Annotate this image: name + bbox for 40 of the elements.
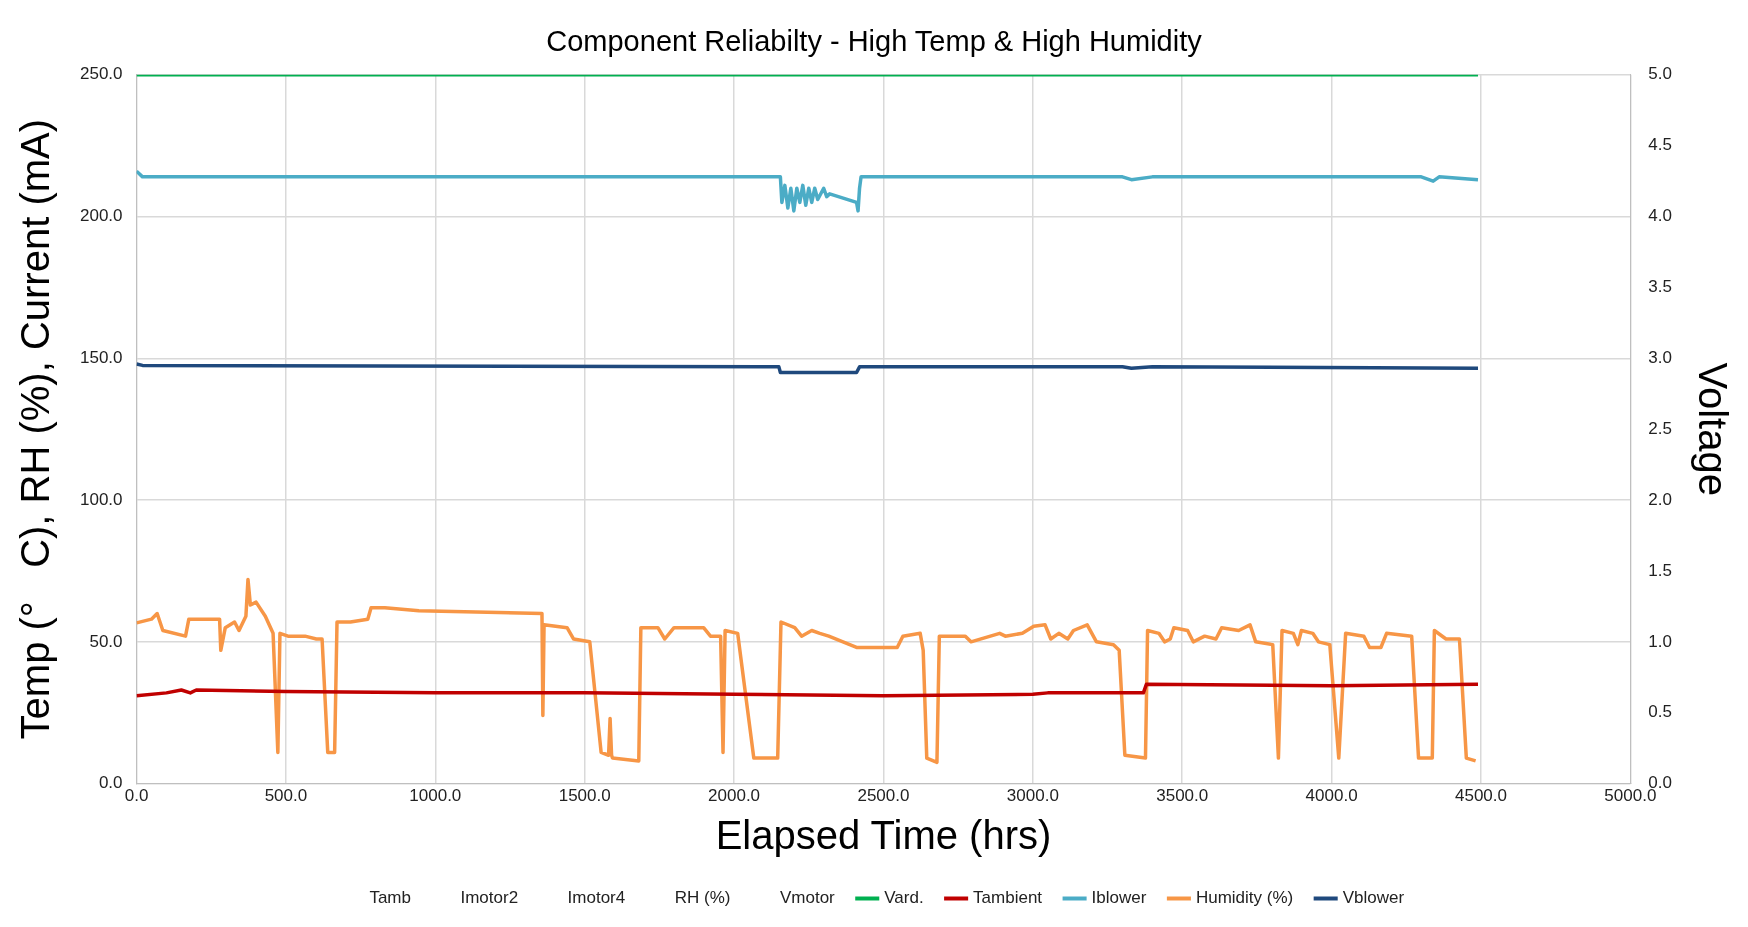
x-tick-label: 4500.0	[1454, 786, 1507, 806]
y2-tick-label: 1.5	[1648, 560, 1673, 580]
y-tick-label: 100.0	[79, 489, 123, 509]
y2-tick-label: 2.0	[1648, 489, 1673, 509]
y2-axis-title: Voltage	[1690, 362, 1735, 496]
y2-tick-label: 4.0	[1648, 206, 1673, 226]
x-tick-label: 2000.0	[708, 786, 761, 806]
y-tick-label: 200.0	[79, 206, 123, 226]
x-tick-label: 1500.0	[558, 786, 611, 806]
y2-tick-label: 4.5	[1648, 135, 1673, 155]
legend-label: Tambient	[973, 888, 1043, 908]
y-tick-label: 250.0	[79, 64, 123, 84]
text: RH (%)	[674, 888, 731, 908]
x-tick-label: 2500.0	[857, 786, 910, 806]
text: Imotor2	[460, 888, 519, 908]
x-tick-label: 1000.0	[409, 786, 462, 806]
y2-tick-label: 3.5	[1648, 277, 1673, 297]
x-axis-title: Elapsed Time (hrs)	[715, 813, 1052, 858]
y2-tick-label: 0.5	[1648, 702, 1673, 722]
text: Imotor4	[567, 888, 626, 908]
y2-tick-label: 5.0	[1648, 64, 1673, 84]
legend-label: Vblower	[1342, 888, 1405, 908]
x-tick-label: 500.0	[264, 786, 308, 806]
x-tick-label: 4000.0	[1305, 786, 1358, 806]
y-tick-label: 150.0	[79, 348, 123, 368]
legend-label: Humidity (%)	[1195, 888, 1294, 908]
x-tick-label: 3500.0	[1156, 786, 1209, 806]
x-tick-label: 0.0	[124, 786, 149, 806]
y2-tick-label: 2.5	[1648, 418, 1673, 438]
y-axis-title: Temp (° C), RH (%), Current (mA)	[13, 118, 58, 740]
y-tick-label: 50.0	[89, 631, 123, 651]
text: Tamb	[369, 888, 411, 908]
legend-label: Vard.	[884, 888, 924, 908]
text: Vmotor	[779, 888, 836, 908]
legend-label: Iblower	[1091, 888, 1147, 908]
y2-tick-label: 1.0	[1648, 631, 1673, 651]
y2-tick-label: 3.0	[1648, 348, 1673, 368]
y-tick-label: 0.0	[98, 773, 123, 793]
chart-title: Component Reliabilty - High Temp & High Humidity	[546, 25, 1203, 58]
x-tick-label: 3000.0	[1006, 786, 1059, 806]
